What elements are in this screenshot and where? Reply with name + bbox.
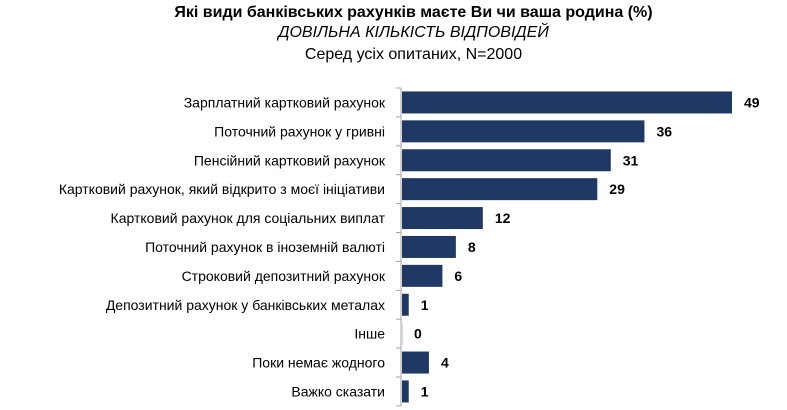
bar [402,351,429,374]
data-label: 29 [609,181,625,197]
bar [402,120,645,143]
data-label: 1 [421,383,429,399]
bar [402,380,409,403]
category-label: Поки немає жодного [252,355,385,371]
data-label: 36 [656,123,672,139]
data-label: 6 [454,268,462,284]
data-label: 4 [441,355,449,371]
category-label: Картковий рахунок, який відкрито з моєї … [59,181,385,197]
category-label: Інше [354,326,385,342]
category-label: Пенсійний картковий рахунок [194,152,386,168]
data-label: 12 [495,210,511,226]
category-label: Поточний рахунок у гривні [214,123,385,139]
bar [402,149,611,172]
data-label: 31 [623,152,639,168]
data-label: 1 [421,297,429,313]
chart-title: Які види банківських рахунків маєте Ви ч… [174,4,653,21]
bar [402,264,443,287]
bar [402,322,403,345]
chart-note: Серед усіх опитаних, N=2000 [304,46,523,63]
category-label: Поточний рахунок в іноземній валюті [145,239,385,255]
bar [402,178,598,201]
bar [402,235,456,258]
bar [402,91,732,114]
bar [402,207,483,230]
data-label: 49 [744,94,760,110]
data-label: 0 [414,326,422,342]
category-label: Картковий рахунок для соціальних виплат [111,210,386,226]
chart-subtitle: ДОВІЛЬНА КІЛЬКІСТЬ ВІДПОВІДЕЙ [278,24,549,41]
category-label: Строковий депозитний рахунок [182,268,386,284]
category-label: Зарплатний картковий рахунок [184,94,386,110]
bar [402,293,409,316]
category-label: Важко сказати [291,383,385,399]
category-label: Депозитний рахунок у банківських металах [106,297,385,313]
data-label: 8 [468,239,476,255]
